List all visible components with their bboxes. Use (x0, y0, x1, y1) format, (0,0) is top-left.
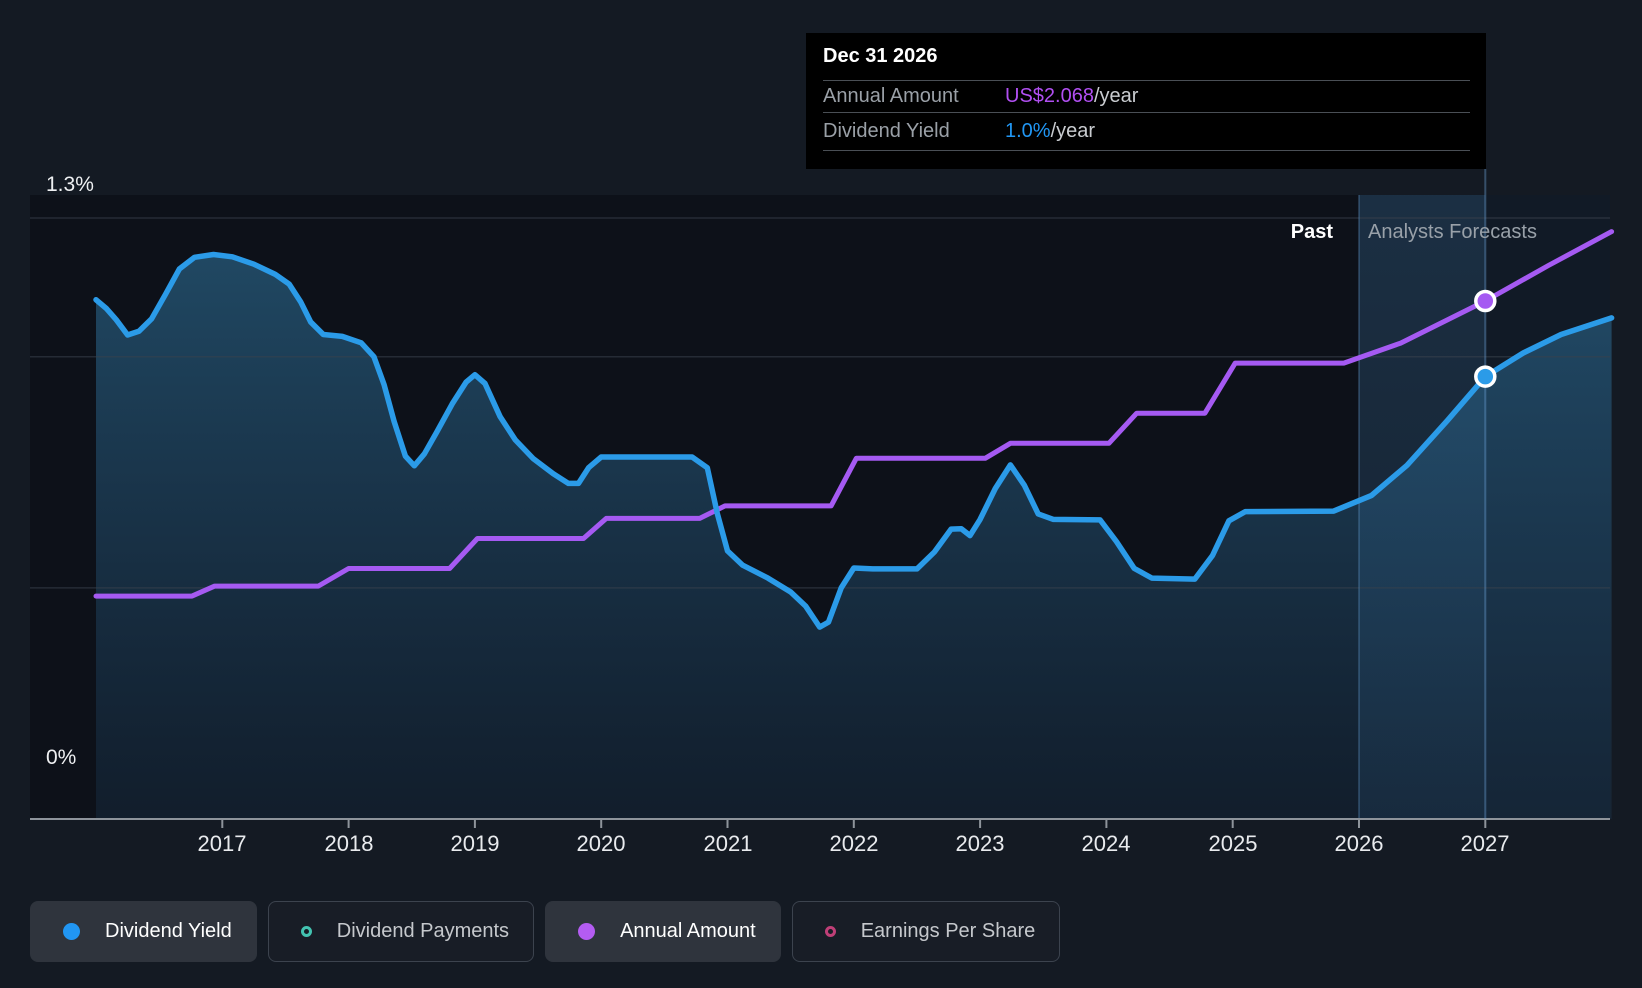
tooltip-date: Dec 31 2026 (823, 33, 1470, 81)
x-tick-label: 2025 (1208, 831, 1258, 856)
annual-amount-marker-icon (578, 923, 596, 940)
chart-tooltip: Dec 31 2026 Annual Amount US$2.068 /year… (806, 33, 1486, 169)
x-tick-label: 2023 (955, 831, 1005, 856)
x-tick-label: 2020 (576, 831, 626, 856)
legend-label: Annual Amount (620, 920, 756, 942)
x-tick-label: 2026 (1334, 831, 1384, 856)
x-tick-label: 2018 (324, 831, 374, 856)
dividend-yield-area (96, 254, 1612, 819)
dividend-payments-marker-icon (300, 926, 312, 937)
legend-toggle-annual-amount[interactable]: Annual Amount (545, 901, 781, 962)
y-axis-bottom-label: 0% (46, 746, 77, 769)
x-tick-label: 2027 (1460, 831, 1510, 856)
legend-toggle-dividend-payments[interactable]: Dividend Payments (267, 901, 535, 962)
y-axis-top-label: 1.3% (46, 173, 94, 196)
tooltip-suffix: /year (1050, 120, 1096, 142)
x-tick-label: 2021 (703, 831, 753, 856)
x-tick-label: 2019 (450, 831, 500, 856)
x-tick-label: 2017 (197, 831, 247, 856)
legend-label: Earnings Per Share (860, 920, 1036, 942)
marker-dividend-yield (1474, 365, 1497, 388)
legend-toggle-earnings-per-share[interactable]: Earnings Per Share (791, 901, 1061, 962)
marker-annual-amount (1474, 289, 1497, 313)
legend-toggle-dividend-yield[interactable]: Dividend Yield (30, 901, 257, 962)
past-region-label: Past (1290, 221, 1333, 243)
dividend-yield-line (93, 251, 1615, 630)
tooltip-row-annual-amount: Annual Amount US$2.068 /year (823, 81, 1470, 113)
chart-legend: Dividend Yield Dividend Payments Annual … (30, 901, 1061, 962)
tooltip-label: Dividend Yield (823, 120, 950, 142)
forecast-region-label: Analysts Forecasts (1368, 221, 1537, 243)
x-tick-label: 2022 (829, 831, 879, 856)
tooltip-value: 1.0% (1005, 120, 1051, 142)
earnings-per-share-marker-icon (824, 926, 836, 937)
legend-label: Dividend Yield (105, 920, 232, 942)
tooltip-row-dividend-yield: Dividend Yield 1.0% /year (823, 113, 1470, 151)
tooltip-value: US$2.068 (1005, 85, 1094, 107)
tooltip-suffix: /year (1093, 85, 1139, 107)
x-tick-label: 2024 (1081, 831, 1131, 856)
legend-label: Dividend Payments (336, 920, 510, 942)
dividend-yield-marker-icon (63, 923, 80, 940)
tooltip-label: Annual Amount (823, 85, 959, 107)
annual-amount-line (93, 229, 1615, 599)
